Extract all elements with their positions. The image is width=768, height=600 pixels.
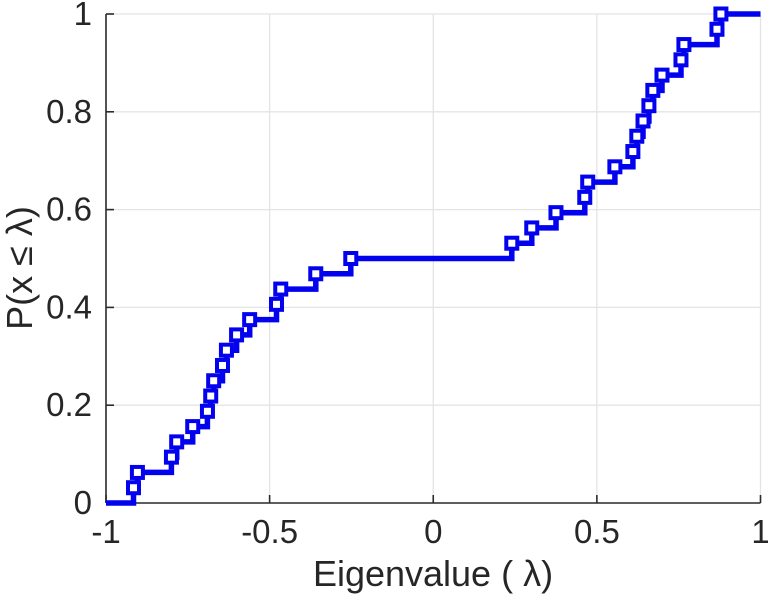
x-axis-label: Eigenvalue ( λ) — [313, 553, 553, 594]
square-marker — [645, 82, 661, 98]
square-marker — [185, 419, 201, 435]
x-tick-label: 0 — [424, 513, 442, 550]
square-marker — [580, 174, 596, 190]
square-marker — [577, 189, 593, 205]
square-marker — [215, 357, 231, 373]
square-marker — [206, 373, 222, 389]
y-axis-label: P(x ≤ λ) — [0, 206, 40, 330]
square-marker — [629, 128, 645, 144]
square-marker — [548, 205, 564, 221]
x-tick-label: 1 — [751, 513, 768, 550]
square-marker — [203, 388, 219, 404]
y-tick-label: 0.2 — [46, 386, 92, 423]
square-marker — [199, 403, 215, 419]
square-marker — [268, 296, 284, 312]
square-marker — [625, 144, 641, 160]
tick-labels: -1 -0.5 0 0.5 1 0 0.2 0.4 0.6 0.8 1 — [46, 0, 768, 550]
square-marker — [635, 113, 651, 129]
square-marker — [641, 98, 657, 114]
y-tick-label: 0.8 — [46, 93, 92, 130]
square-marker — [343, 251, 359, 266]
square-marker — [713, 6, 729, 22]
square-marker — [169, 434, 185, 450]
y-tick-label: 0.6 — [46, 191, 92, 228]
square-marker — [125, 480, 141, 496]
square-marker — [654, 67, 670, 83]
square-marker — [308, 266, 324, 282]
x-tick-label: -0.5 — [241, 513, 298, 550]
square-marker — [273, 281, 289, 297]
square-marker — [607, 159, 623, 175]
y-tick-label: 1 — [74, 0, 92, 32]
x-tick-label: 0.5 — [574, 513, 620, 550]
square-marker — [504, 235, 520, 251]
x-tick-label: -1 — [91, 513, 120, 550]
square-marker — [129, 464, 145, 480]
y-tick-label: 0 — [74, 484, 92, 521]
square-marker — [229, 327, 245, 343]
square-marker — [218, 342, 234, 358]
square-marker — [673, 52, 689, 68]
data-point-markers — [125, 6, 729, 496]
square-marker — [676, 37, 692, 53]
square-marker — [163, 449, 179, 465]
square-marker — [524, 220, 540, 236]
square-marker — [709, 21, 725, 37]
y-tick-label: 0.4 — [46, 288, 92, 325]
square-marker — [242, 312, 258, 328]
